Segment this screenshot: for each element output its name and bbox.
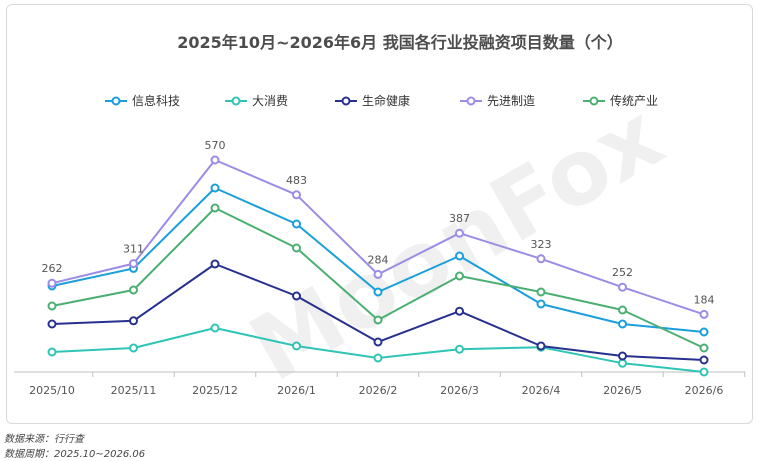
data-point bbox=[292, 219, 301, 229]
footnote-source: 数据来源：行行查 bbox=[4, 434, 84, 445]
legend-label: 信息科技 bbox=[132, 93, 180, 108]
data-point bbox=[292, 341, 301, 351]
x-tick-label: 2026/4 bbox=[522, 384, 561, 397]
data-point bbox=[536, 254, 546, 264]
data-point bbox=[373, 337, 383, 347]
legend-item: 大消费 bbox=[225, 94, 288, 108]
series-layer bbox=[47, 155, 709, 377]
legend-swatch-marker bbox=[466, 96, 476, 106]
data-label: 323 bbox=[531, 238, 552, 251]
legend-item: 先进制造 bbox=[460, 94, 535, 108]
data-label: 262 bbox=[42, 262, 63, 275]
data-point bbox=[455, 271, 464, 281]
data-label: 483 bbox=[286, 174, 307, 187]
data-point bbox=[699, 309, 709, 319]
data-labels: 262 311 570 483 284 387 323 252 184 bbox=[42, 139, 715, 306]
data-label: 570 bbox=[205, 139, 226, 152]
series-生命健康 bbox=[47, 259, 709, 365]
x-tick-label: 2025/10 bbox=[29, 384, 75, 397]
series-传统产业 bbox=[47, 203, 709, 353]
x-tick-label: 2026/1 bbox=[277, 384, 316, 397]
x-tick-label: 2025/11 bbox=[111, 384, 157, 397]
data-point bbox=[129, 343, 138, 353]
data-point bbox=[536, 299, 546, 309]
data-label: 387 bbox=[449, 212, 470, 225]
x-tick-label: 2026/6 bbox=[685, 384, 724, 397]
data-point bbox=[699, 343, 709, 353]
data-point bbox=[292, 190, 301, 200]
data-point bbox=[210, 183, 220, 193]
data-point bbox=[699, 327, 709, 337]
data-point bbox=[129, 259, 138, 269]
legend-swatch-marker bbox=[589, 96, 599, 106]
series-先进制造 bbox=[47, 155, 709, 319]
data-label: 311 bbox=[123, 243, 144, 256]
legend-label: 生命健康 bbox=[362, 93, 410, 108]
x-tick-label: 2026/5 bbox=[603, 384, 642, 397]
chart-frame bbox=[6, 4, 753, 424]
data-point bbox=[210, 259, 220, 269]
legend-swatch-marker bbox=[341, 96, 351, 106]
data-point bbox=[47, 301, 57, 311]
legend: 信息科技 大消费 生命健康 先进制造 传统产业 bbox=[105, 93, 658, 108]
data-point bbox=[699, 355, 709, 365]
data-label: 284 bbox=[368, 253, 389, 266]
legend-swatch-marker bbox=[231, 96, 241, 106]
data-label: 252 bbox=[612, 266, 633, 279]
legend-item: 信息科技 bbox=[105, 93, 180, 108]
legend-item: 生命健康 bbox=[335, 93, 410, 108]
data-point bbox=[699, 367, 709, 377]
data-point bbox=[210, 155, 220, 165]
chart-title: 2025年10月~2026年6月 我国各行业投融资项目数量（个） bbox=[177, 33, 622, 52]
legend-label: 传统产业 bbox=[610, 93, 658, 108]
legend-item: 传统产业 bbox=[583, 93, 658, 108]
x-axis-ticks: 2025/10 2025/11 2025/12 2026/1 2026/2 2026/3 2… bbox=[29, 372, 746, 397]
data-point bbox=[373, 315, 383, 325]
data-point bbox=[373, 287, 383, 297]
data-point bbox=[373, 269, 383, 279]
x-tick-label: 2026/2 bbox=[359, 384, 398, 397]
data-point bbox=[455, 228, 464, 238]
x-tick-label: 2025/12 bbox=[192, 384, 238, 397]
data-point bbox=[47, 319, 57, 329]
legend-label: 大消费 bbox=[252, 94, 288, 108]
data-point bbox=[129, 285, 138, 295]
data-point bbox=[455, 344, 464, 354]
data-point bbox=[618, 282, 627, 292]
x-tick-label: 2026/3 bbox=[440, 384, 479, 397]
data-point bbox=[129, 316, 138, 326]
data-point bbox=[373, 353, 383, 363]
data-point bbox=[47, 278, 57, 288]
data-point bbox=[455, 251, 464, 261]
data-point bbox=[618, 305, 627, 315]
data-point bbox=[455, 306, 464, 316]
footnote-period: 数据周期：2025.10~2026.06 bbox=[4, 449, 146, 460]
data-point bbox=[210, 203, 220, 213]
data-point bbox=[292, 243, 301, 253]
data-point bbox=[618, 358, 627, 368]
data-point bbox=[618, 351, 627, 361]
legend-swatch-marker bbox=[111, 96, 121, 106]
data-point bbox=[536, 287, 546, 297]
data-point bbox=[47, 347, 57, 357]
data-label: 184 bbox=[694, 293, 715, 306]
data-point bbox=[536, 341, 546, 351]
legend-label: 先进制造 bbox=[487, 94, 535, 108]
data-point bbox=[292, 291, 301, 301]
data-point bbox=[618, 319, 627, 329]
data-point bbox=[210, 323, 220, 333]
